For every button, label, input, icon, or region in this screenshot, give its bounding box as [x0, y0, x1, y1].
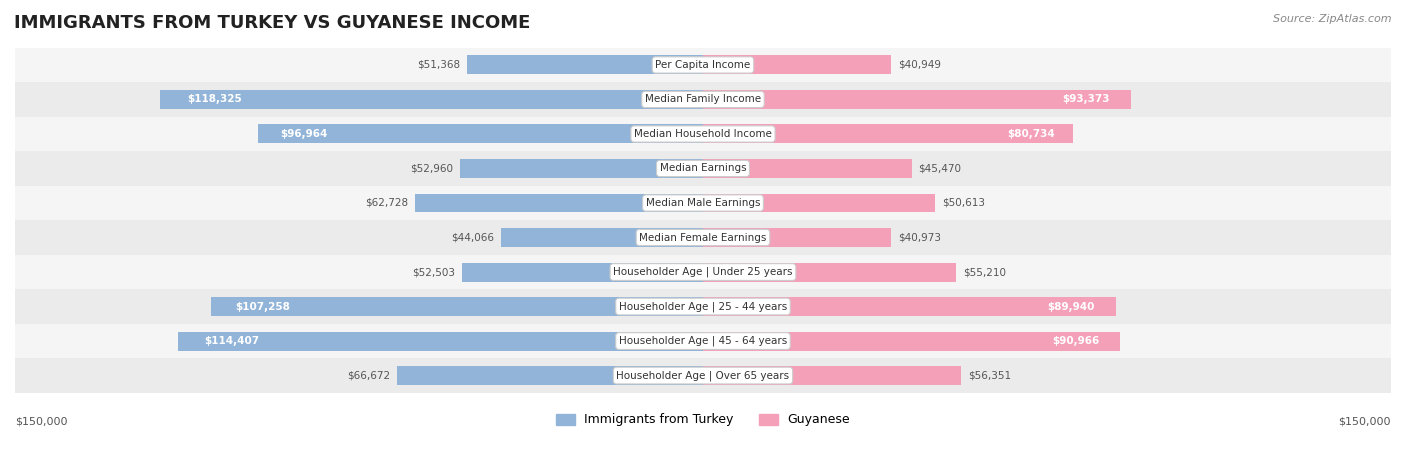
Text: $90,966: $90,966 [1052, 336, 1099, 346]
Bar [703, 228, 891, 247]
Bar [179, 332, 703, 351]
Bar [460, 159, 703, 178]
Text: $107,258: $107,258 [236, 302, 291, 311]
Text: Median Family Income: Median Family Income [645, 94, 761, 105]
Text: $80,734: $80,734 [1007, 129, 1054, 139]
Text: $118,325: $118,325 [187, 94, 242, 105]
Bar [703, 90, 1132, 109]
Text: Per Capita Income: Per Capita Income [655, 60, 751, 70]
Text: $150,000: $150,000 [15, 417, 67, 427]
Bar [463, 262, 703, 282]
Bar [703, 193, 935, 212]
Bar [703, 332, 1121, 351]
Text: $51,368: $51,368 [418, 60, 461, 70]
Bar [398, 366, 703, 385]
Bar [15, 358, 1391, 393]
Text: $62,728: $62,728 [366, 198, 408, 208]
Bar [703, 262, 956, 282]
Text: $40,973: $40,973 [898, 233, 941, 242]
Text: $93,373: $93,373 [1063, 94, 1109, 105]
Text: $56,351: $56,351 [969, 371, 1011, 381]
Bar [703, 56, 891, 74]
Bar [15, 255, 1391, 289]
Bar [703, 125, 1073, 143]
Bar [15, 324, 1391, 358]
Bar [15, 186, 1391, 220]
Text: $150,000: $150,000 [1339, 417, 1391, 427]
Text: Median Male Earnings: Median Male Earnings [645, 198, 761, 208]
Text: $66,672: $66,672 [347, 371, 391, 381]
Text: Median Earnings: Median Earnings [659, 163, 747, 173]
Bar [703, 159, 911, 178]
Text: $52,960: $52,960 [411, 163, 453, 173]
Text: $96,964: $96,964 [280, 129, 328, 139]
Bar [15, 220, 1391, 255]
Text: Householder Age | 25 - 44 years: Householder Age | 25 - 44 years [619, 301, 787, 312]
Text: Householder Age | Under 25 years: Householder Age | Under 25 years [613, 267, 793, 277]
Bar [211, 297, 703, 316]
Text: Median Household Income: Median Household Income [634, 129, 772, 139]
Text: Median Female Earnings: Median Female Earnings [640, 233, 766, 242]
Text: $45,470: $45,470 [918, 163, 962, 173]
Text: $55,210: $55,210 [963, 267, 1007, 277]
Bar [259, 125, 703, 143]
Text: Householder Age | Over 65 years: Householder Age | Over 65 years [616, 370, 790, 381]
Bar [15, 151, 1391, 186]
Text: $50,613: $50,613 [942, 198, 986, 208]
Legend: Immigrants from Turkey, Guyanese: Immigrants from Turkey, Guyanese [551, 409, 855, 432]
Bar [415, 193, 703, 212]
Text: Source: ZipAtlas.com: Source: ZipAtlas.com [1274, 14, 1392, 24]
Bar [15, 48, 1391, 82]
Bar [467, 56, 703, 74]
Text: $52,503: $52,503 [412, 267, 456, 277]
Text: $89,940: $89,940 [1047, 302, 1095, 311]
Text: Householder Age | 45 - 64 years: Householder Age | 45 - 64 years [619, 336, 787, 347]
Bar [15, 82, 1391, 117]
Bar [703, 297, 1115, 316]
Text: $114,407: $114,407 [204, 336, 260, 346]
Text: $40,949: $40,949 [897, 60, 941, 70]
Text: IMMIGRANTS FROM TURKEY VS GUYANESE INCOME: IMMIGRANTS FROM TURKEY VS GUYANESE INCOM… [14, 14, 530, 32]
Text: $44,066: $44,066 [451, 233, 494, 242]
Bar [160, 90, 703, 109]
Bar [703, 366, 962, 385]
Bar [15, 289, 1391, 324]
Bar [501, 228, 703, 247]
Bar [15, 117, 1391, 151]
